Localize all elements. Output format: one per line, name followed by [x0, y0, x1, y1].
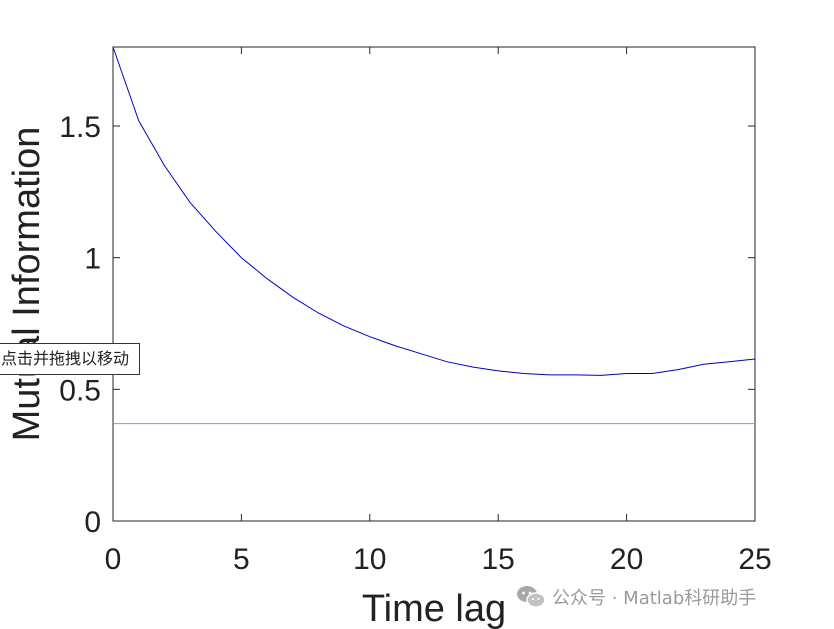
y-tick-label: 1.5	[59, 111, 101, 144]
mutual-information-line	[112, 46, 756, 376]
x-tick-label: 15	[482, 543, 515, 576]
x-tick-label: 10	[353, 543, 386, 576]
axes-box	[112, 46, 756, 522]
y-tick-labels: 0 0.5 1 1.5	[59, 111, 101, 539]
x-tick-labels: 0 5 10 15 20 25	[105, 543, 772, 576]
x-tick-label: 20	[610, 543, 643, 576]
wechat-icon	[517, 586, 546, 608]
x-axis-label: Time lag	[362, 588, 506, 629]
y-tick-label: 1	[84, 243, 101, 276]
y-axis-label: Mutual Information	[6, 127, 48, 442]
axis-ticks	[112, 47, 756, 522]
x-tick-label: 0	[105, 543, 122, 576]
x-tick-label: 25	[738, 543, 771, 576]
y-tick-label: 0	[84, 506, 101, 539]
plot-area	[112, 46, 756, 522]
watermark: 公众号 · Matlab科研助手	[516, 583, 756, 611]
x-tick-label: 5	[233, 543, 250, 576]
watermark-text: 公众号 · Matlab科研助手	[552, 588, 757, 609]
drag-tooltip[interactable]: 点击并拖拽以移动	[0, 343, 141, 375]
y-tick-label: 0.5	[59, 374, 101, 407]
